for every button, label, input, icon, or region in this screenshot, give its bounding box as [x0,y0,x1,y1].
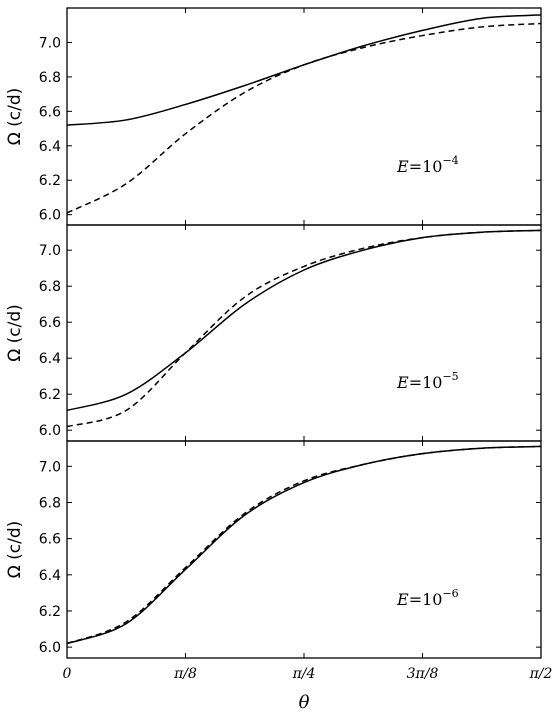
y-tick-label: 6.8 [39,279,61,295]
y-tick-label: 6.4 [39,568,61,584]
x-tick-label: π/2 [529,666,553,682]
y-axis-label: Ω (c/d) [5,88,25,146]
x-tick-label: 3π/8 [407,666,439,682]
y-tick-label: 6.6 [39,532,61,548]
panel-2-frame [66,224,542,442]
series-solid-line [66,445,542,645]
y-tick-label: 6.4 [39,139,61,155]
energy-annotation: E=10−5 [396,370,459,392]
annotation-value: =10 [409,373,443,392]
x-axis-label: θ [299,692,310,713]
y-tick-label: 6.6 [39,315,61,331]
energy-annotation: E=10−6 [396,587,459,609]
y-tick-label: 7.0 [39,243,61,259]
y-tick-label: 7.0 [39,459,61,475]
y-tick-label: 6.0 [39,640,61,656]
annotation-exponent: −6 [442,587,458,600]
annotation-symbol: E [396,590,409,609]
y-tick-label: 6.2 [39,387,61,403]
annotation-value: =10 [409,157,443,176]
panel-1-frame [66,7,542,226]
series-solid-line [66,14,542,126]
x-tick-label: π/8 [173,666,197,682]
y-tick-label: 6.8 [39,70,61,86]
annotation-value: =10 [409,590,443,609]
y-tick-label: 6.4 [39,351,61,367]
x-tick-label: π/4 [292,666,316,682]
annotation-symbol: E [396,157,409,176]
series-dashed-line [66,445,542,645]
series-solid-line [66,229,542,412]
y-tick-label: 6.6 [39,104,61,120]
x-tick-label: 0 [63,666,72,682]
annotation-symbol: E [396,373,409,392]
y-tick-label: 6.2 [39,173,61,189]
y-axis-label: Ω (c/d) [5,304,25,362]
annotation-exponent: −4 [442,154,458,167]
y-tick-label: 6.0 [39,208,61,224]
panel-3-frame [66,440,542,659]
y-axis-label: Ω (c/d) [5,521,25,579]
annotation-exponent: −5 [442,370,458,383]
y-tick-label: 6.2 [39,604,61,620]
energy-annotation: E=10−4 [396,154,459,176]
y-tick-label: 7.0 [39,35,61,51]
series-dashed-line [66,22,542,214]
y-tick-label: 6.0 [39,423,61,439]
y-tick-label: 6.8 [39,495,61,511]
series-dashed-line [66,229,542,428]
